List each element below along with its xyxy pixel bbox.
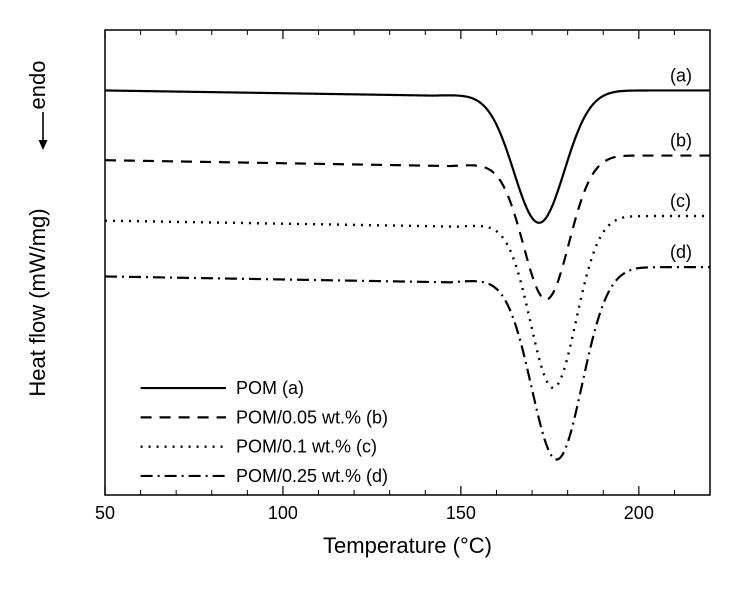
legend-label-d: POM/0.25 wt.% (d)	[236, 466, 388, 486]
series-tag-c: (c)	[670, 191, 691, 211]
chart-bg	[0, 0, 741, 590]
y-axis-label: Heat flow (mW/mg)	[25, 208, 50, 396]
x-tick-label: 100	[268, 503, 298, 523]
series-tag-d: (d)	[670, 242, 692, 262]
chart-svg: 50 100 150 200 Temperature (°C) Heat flow (mW…	[0, 0, 741, 590]
x-axis-label: Temperature (°C)	[323, 533, 492, 558]
series-tag-a: (a)	[670, 65, 692, 85]
legend-label-c: POM/0.1 wt.% (c)	[236, 437, 377, 457]
x-tick-label: 150	[446, 503, 476, 523]
series-tag-b: (b)	[670, 131, 692, 151]
legend-label-a: POM (a)	[236, 378, 304, 398]
dsc-chart: 50 100 150 200 Temperature (°C) Heat flow (mW…	[0, 0, 741, 590]
legend-label-b: POM/0.05 wt.% (b)	[236, 407, 388, 427]
endo-label: endo	[25, 61, 50, 110]
x-tick-label: 50	[95, 503, 115, 523]
x-tick-label: 200	[624, 503, 654, 523]
